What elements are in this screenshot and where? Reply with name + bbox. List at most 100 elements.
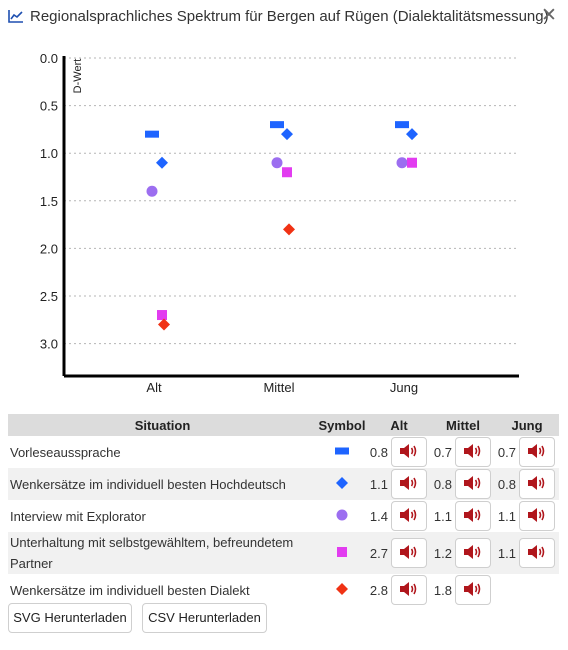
y-tick-labels: 0.0 0.5 1.0 1.5 2.0 2.5 3.0 [40, 51, 58, 352]
window-title: Regionalsprachliches Spektrum für Bergen… [30, 8, 549, 25]
x-tick-labels: Alt Mittel Jung [146, 380, 418, 395]
play-sound-button[interactable] [519, 437, 555, 467]
play-cell [519, 468, 559, 500]
header-jung: Jung [495, 414, 559, 436]
speaker-icon [527, 443, 547, 462]
symbol-cell [317, 468, 367, 500]
table-row: Vorleseaussprache 0.8 0.7 0.7 [8, 436, 559, 468]
speaker-icon [463, 443, 483, 462]
data-point-circle [396, 157, 408, 169]
value-alt: 0.8 [369, 444, 388, 460]
value-mittel: 0.8 [433, 476, 452, 492]
play-cell [391, 500, 431, 532]
value-alt: 2.7 [369, 545, 388, 561]
grid-lines [64, 57, 519, 345]
line-chart-icon [8, 10, 23, 23]
speaker-icon [463, 581, 483, 600]
data-point-bar [270, 121, 284, 129]
legend-symbol-diamond [336, 476, 348, 489]
situation-label: Vorleseaussprache [10, 444, 121, 460]
data-point-circle [146, 185, 158, 197]
data-point-square [157, 310, 167, 321]
play-sound-button[interactable] [391, 501, 427, 531]
play-sound-button[interactable] [391, 469, 427, 499]
play-cell [519, 436, 559, 468]
situation-label: Interview mit Explorator [10, 508, 146, 524]
data-point-square [282, 167, 292, 178]
empty-cell [519, 574, 559, 606]
value-mittel: 1.2 [433, 545, 452, 561]
play-sound-button[interactable] [455, 501, 491, 531]
legend-symbol-circle [336, 509, 348, 520]
value-jung [495, 574, 519, 606]
y-tick-label: 2.5 [40, 289, 58, 304]
play-cell [391, 468, 431, 500]
symbol-cell [317, 436, 367, 468]
value-jung: 1.1 [497, 545, 516, 561]
header-symbol: Symbol [317, 414, 367, 436]
close-icon[interactable]: ✕ [541, 5, 557, 26]
play-cell [519, 500, 559, 532]
value-mittel: 1.1 [433, 508, 452, 524]
data-point-diamond [406, 128, 418, 141]
x-tick-label: Mittel [263, 380, 294, 395]
situation-label: Unterhaltung mit selbstgewähltem, befreu… [10, 535, 294, 571]
speaker-icon [399, 507, 419, 526]
play-sound-button[interactable] [455, 469, 491, 499]
play-cell [455, 468, 495, 500]
data-table: Situation Symbol Alt Mittel Jung Vorlese… [8, 414, 559, 606]
speaker-icon [399, 581, 419, 600]
table-row: Unterhaltung mit selbstgewähltem, befreu… [8, 532, 559, 574]
data-point-square [407, 157, 417, 168]
value-jung: 0.8 [497, 476, 516, 492]
play-sound-button[interactable] [455, 437, 491, 467]
y-tick-label: 2.0 [40, 241, 58, 256]
data-point-bar [395, 121, 409, 129]
speaker-icon [527, 475, 547, 494]
speaker-icon [399, 475, 419, 494]
value-jung: 0.7 [497, 444, 516, 460]
play-cell [519, 532, 559, 574]
speaker-icon [399, 544, 419, 563]
table-header-row: Situation Symbol Alt Mittel Jung [8, 414, 559, 436]
play-cell [391, 574, 431, 606]
play-sound-button[interactable] [391, 437, 427, 467]
data-marks [145, 121, 418, 331]
y-tick-label: 3.0 [40, 337, 58, 352]
header-mittel: Mittel [431, 414, 495, 436]
y-tick-label: 1.5 [40, 194, 58, 209]
play-cell [455, 436, 495, 468]
y-tick-label: 0.0 [40, 51, 58, 66]
play-cell [455, 574, 495, 606]
y-axis-label: D-Wert [72, 59, 84, 94]
table-row: Wenkersätze im individuell besten Hochde… [8, 468, 559, 500]
symbol-cell [317, 500, 367, 532]
situation-label: Wenkersätze im individuell besten Dialek… [10, 582, 250, 598]
value-alt: 2.8 [369, 582, 388, 598]
play-sound-button[interactable] [391, 575, 427, 605]
header-alt: Alt [367, 414, 431, 436]
play-sound-button[interactable] [519, 538, 555, 568]
legend-symbol-diamond [336, 582, 348, 595]
table-row: Wenkersätze im individuell besten Dialek… [8, 574, 559, 606]
data-point-diamond [283, 223, 295, 236]
y-tick-label: 1.0 [40, 146, 58, 161]
play-sound-button[interactable] [455, 575, 491, 605]
data-point-circle [271, 157, 283, 169]
header-situation: Situation [8, 414, 317, 436]
table-row: Interview mit Explorator 1.4 1.1 1.1 [8, 500, 559, 532]
csv-download-button[interactable]: CSV Herunterladen [142, 603, 267, 633]
play-sound-button[interactable] [391, 538, 427, 568]
x-tick-label: Alt [146, 380, 162, 395]
speaker-icon [463, 507, 483, 526]
play-sound-button[interactable] [455, 538, 491, 568]
value-alt: 1.1 [369, 476, 388, 492]
play-cell [391, 436, 431, 468]
play-sound-button[interactable] [519, 469, 555, 499]
value-jung: 1.1 [497, 508, 516, 524]
play-cell [455, 532, 495, 574]
play-sound-button[interactable] [519, 501, 555, 531]
axes [62, 56, 519, 378]
svg-download-button[interactable]: SVG Herunterladen [8, 603, 132, 633]
data-point-diamond [281, 128, 293, 141]
